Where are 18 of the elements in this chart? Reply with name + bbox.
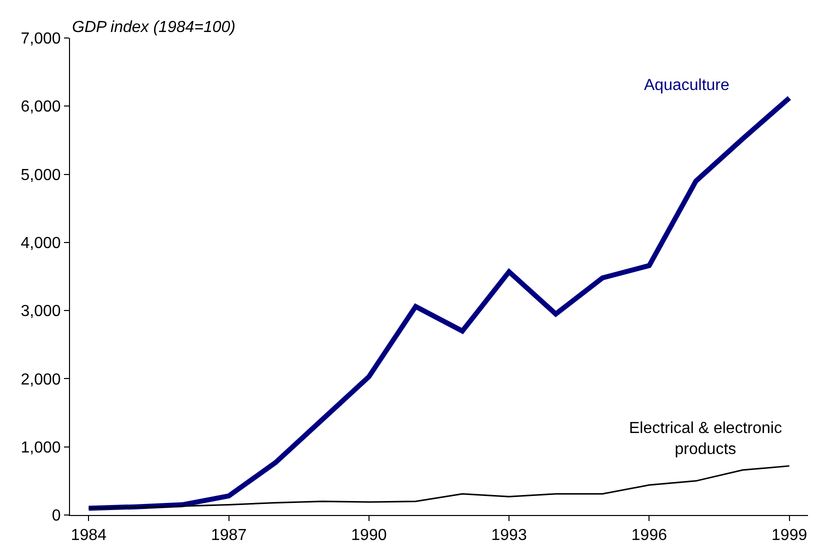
y-tick-label: 5,000 bbox=[20, 166, 61, 184]
y-tick-label: 4,000 bbox=[20, 235, 61, 252]
y-tick-label: 7,000 bbox=[20, 30, 61, 48]
y-tick-label: 0 bbox=[52, 508, 61, 525]
x-tick-label: 1993 bbox=[491, 527, 527, 544]
y-axis-title: GDP index (1984=100) bbox=[72, 19, 236, 36]
x-tick-label: 1984 bbox=[70, 527, 107, 544]
x-tick-label: 1990 bbox=[351, 527, 387, 544]
text: Aquaculture bbox=[644, 77, 730, 94]
series-label: Electrical & electronic products bbox=[629, 420, 782, 458]
x-tick-label: 1999 bbox=[772, 527, 808, 544]
x-tick-label: 1996 bbox=[631, 527, 668, 544]
y-tick-label: 3,000 bbox=[20, 303, 61, 320]
y-tick-label: 6,000 bbox=[20, 98, 61, 116]
y-tick-label: 1,000 bbox=[20, 439, 61, 456]
y-tick-label: 2,000 bbox=[20, 371, 61, 388]
x-tick-label: 1987 bbox=[211, 527, 247, 544]
line-series bbox=[88, 465, 790, 509]
